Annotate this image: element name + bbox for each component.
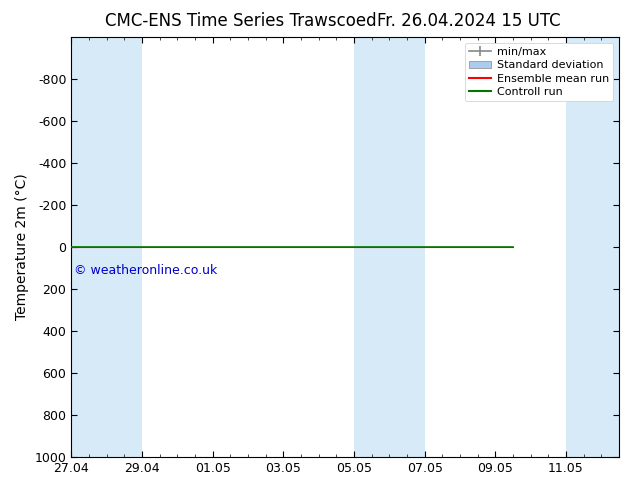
Y-axis label: Temperature 2m (°C): Temperature 2m (°C) [15,174,29,320]
Legend: min/max, Standard deviation, Ensemble mean run, Controll run: min/max, Standard deviation, Ensemble me… [465,43,614,101]
Text: Fr. 26.04.2024 15 UTC: Fr. 26.04.2024 15 UTC [377,12,561,30]
Bar [389,37,425,457]
Bar [71,37,107,457]
Bar [566,37,619,457]
Bar [354,37,389,457]
Text: © weatheronline.co.uk: © weatheronline.co.uk [74,264,217,277]
Text: CMC-ENS Time Series Trawscoed: CMC-ENS Time Series Trawscoed [105,12,377,30]
Bar [107,37,142,457]
